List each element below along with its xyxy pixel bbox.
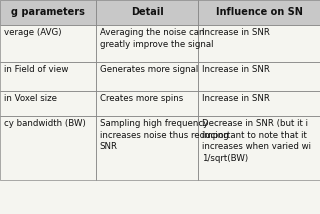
Bar	[198, 91, 320, 116]
Bar	[0, 91, 96, 116]
Text: Increase in SNR: Increase in SNR	[202, 28, 270, 37]
Bar	[96, 62, 198, 91]
Bar	[198, 0, 320, 25]
Bar	[96, 91, 198, 116]
Bar	[0, 116, 96, 180]
Text: in Field of view: in Field of view	[4, 65, 68, 74]
Bar	[96, 91, 198, 116]
Bar	[96, 116, 198, 180]
Bar	[0, 62, 96, 91]
Bar	[198, 0, 320, 25]
Text: Sampling high frequency
increases noise thus reducing
SNR: Sampling high frequency increases noise …	[100, 119, 228, 151]
Bar	[198, 91, 320, 116]
Bar	[198, 62, 320, 91]
Bar	[96, 62, 198, 91]
Bar	[198, 116, 320, 180]
Text: Averaging the noise can
greatly improve the signal: Averaging the noise can greatly improve …	[100, 28, 213, 49]
Bar	[198, 116, 320, 180]
Bar	[96, 116, 198, 180]
Bar	[0, 62, 96, 91]
Text: Creates more spins: Creates more spins	[100, 94, 183, 103]
Text: in Voxel size: in Voxel size	[4, 94, 57, 103]
Bar	[198, 25, 320, 62]
Text: g parameters: g parameters	[11, 7, 85, 17]
Text: Decrease in SNR (but it i
important to note that it
increases when varied wi
1/s: Decrease in SNR (but it i important to n…	[202, 119, 311, 163]
Text: cy bandwidth (BW): cy bandwidth (BW)	[4, 119, 85, 128]
Bar	[0, 91, 96, 116]
Text: Increase in SNR: Increase in SNR	[202, 65, 270, 74]
Bar	[96, 25, 198, 62]
Bar	[96, 0, 198, 25]
Bar	[0, 25, 96, 62]
Bar	[198, 62, 320, 91]
Text: Generates more signal: Generates more signal	[100, 65, 198, 74]
Bar	[0, 0, 96, 25]
Text: verage (AVG): verage (AVG)	[4, 28, 61, 37]
Bar	[0, 25, 96, 62]
Bar	[0, 116, 96, 180]
Bar	[96, 25, 198, 62]
Bar	[0, 0, 96, 25]
Bar	[96, 0, 198, 25]
Bar	[198, 25, 320, 62]
Text: Detail: Detail	[131, 7, 164, 17]
Text: Increase in SNR: Increase in SNR	[202, 94, 270, 103]
Text: Influence on SN: Influence on SN	[216, 7, 303, 17]
